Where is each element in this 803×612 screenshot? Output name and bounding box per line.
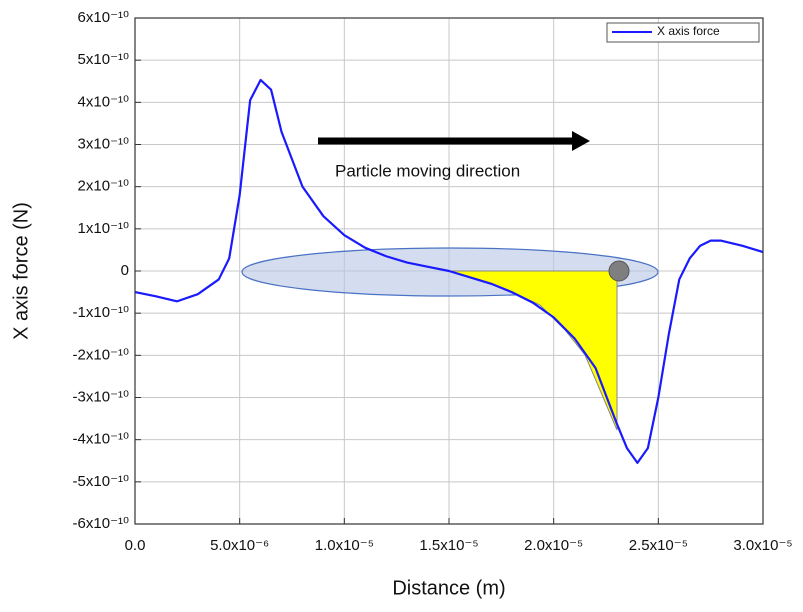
x-tick-label: 5.0x10⁻⁶: [210, 537, 269, 554]
x-axis-title: Distance (m): [392, 577, 505, 599]
y-tick-label: 3x10⁻¹⁰: [78, 135, 129, 152]
y-axis-title: X axis force (N): [10, 202, 32, 340]
y-tick-label: 0: [121, 262, 129, 279]
annotation: Particle moving direction: [335, 161, 520, 180]
y-tick-label: -4x10⁻¹⁰: [73, 431, 129, 448]
y-tick-label: -5x10⁻¹⁰: [73, 473, 129, 490]
data-line: [134, 78, 764, 464]
legend: [606, 22, 760, 43]
x-tick-label: 2.5x10⁻⁵: [629, 537, 688, 554]
x-tick-label: 1.0x10⁻⁵: [315, 537, 374, 554]
y-tick-label: -1x10⁻¹⁰: [73, 304, 129, 321]
y-tick-label: 1x10⁻¹⁰: [78, 220, 129, 237]
particle: [608, 260, 630, 282]
y-tick-label: -2x10⁻¹⁰: [73, 346, 129, 363]
x-tick-label: 0.0: [125, 537, 146, 554]
x-tick-label: 3.0x10⁻⁵: [733, 537, 792, 554]
x-tick-label: 2.0x10⁻⁵: [524, 537, 583, 554]
y-tick-label: 4x10⁻¹⁰: [78, 93, 129, 110]
x-tick-label: 1.5x10⁻⁵: [419, 537, 478, 554]
y-tick-label: 2x10⁻¹⁰: [78, 178, 129, 195]
y-tick-label: -3x10⁻¹⁰: [73, 388, 129, 405]
y-tick-label: 6x10⁻¹⁰: [78, 9, 129, 26]
legend-label: X axis force: [657, 24, 720, 38]
series: [134, 78, 764, 464]
y-tick-label: 5x10⁻¹⁰: [78, 51, 129, 68]
arrow-head: [572, 131, 590, 151]
y-tick-label: -6x10⁻¹⁰: [73, 515, 129, 532]
